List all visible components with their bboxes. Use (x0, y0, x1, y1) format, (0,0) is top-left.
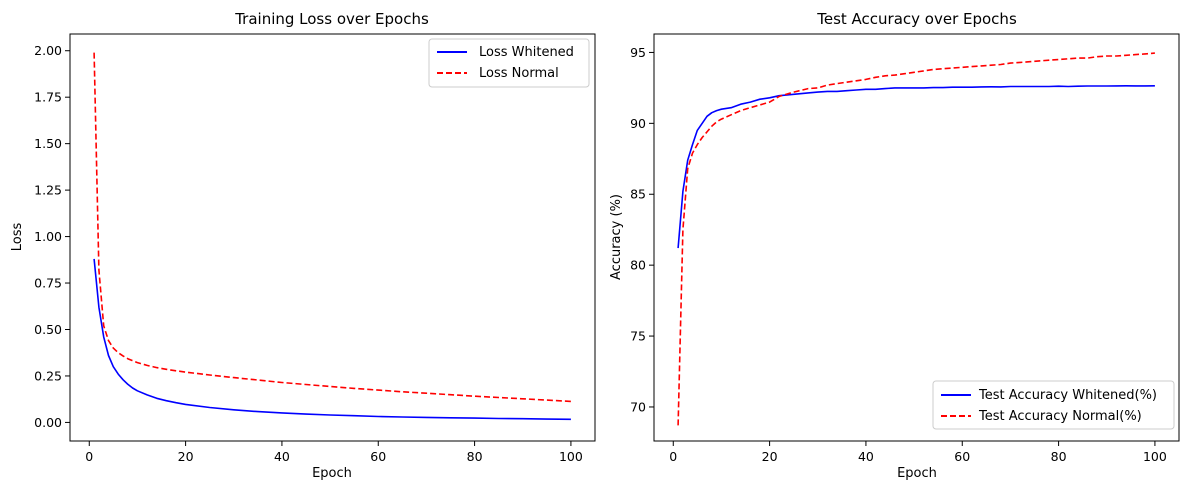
loss-legend-box (428, 38, 590, 88)
loss-x-tick-label: 100 (559, 449, 583, 464)
legend-label-accuracy-normal: Test Accuracy Normal(%) (978, 409, 1142, 424)
accuracy-y-tick-label: 90 (630, 116, 646, 131)
accuracy-chart: Test Accuracy over Epochs Epoch Accuracy… (609, 10, 1180, 481)
accuracy-y-tick-label: 85 (630, 187, 646, 202)
loss-y-tick-label: 0.00 (34, 415, 62, 430)
accuracy-x-tick-label: 20 (762, 449, 778, 464)
accuracy-x-tick-label: 0 (669, 449, 677, 464)
series-line-test-accuracy-normal (677, 52, 1155, 426)
accuracy-chart-title: Test Accuracy over Epochs (816, 10, 1017, 28)
series-line-test-accuracy-whitened (677, 85, 1155, 249)
loss-x-tick-label: 80 (467, 449, 483, 464)
loss-y-tick-label: 1.00 (34, 229, 62, 244)
accuracy-y-tick-label: 75 (630, 329, 646, 344)
loss-y-tick-label: 1.25 (34, 183, 62, 198)
accuracy-plot-frame (653, 33, 1180, 442)
legend-label-accuracy-whitened: Test Accuracy Whitened(%) (978, 388, 1157, 403)
accuracy-y-tick-label: 95 (630, 45, 646, 60)
loss-y-tick-label: 0.75 (34, 276, 62, 291)
accuracy-x-axis-label: Epoch (897, 466, 937, 481)
series-line-loss-normal (93, 52, 571, 403)
accuracy-legend-box (932, 380, 1175, 430)
accuracy-ticks: 0 20 40 60 80 100 70 75 80 85 90 95 (630, 45, 1167, 464)
accuracy-y-tick-label: 70 (630, 399, 646, 414)
accuracy-y-axis-label: Accuracy (%) (609, 194, 624, 280)
accuracy-x-tick-label: 40 (858, 449, 874, 464)
accuracy-y-tick-label: 80 (630, 258, 646, 273)
accuracy-x-tick-label: 100 (1143, 449, 1167, 464)
loss-plot-frame (69, 33, 596, 442)
loss-x-tick-label: 60 (370, 449, 386, 464)
loss-legend: Loss Whitened Loss Normal (428, 38, 590, 88)
loss-x-tick-label: 40 (274, 449, 290, 464)
loss-y-tick-label: 0.25 (34, 368, 62, 383)
accuracy-x-tick-label: 80 (1051, 449, 1067, 464)
loss-y-axis-label: Loss (10, 223, 25, 252)
loss-plot-area (93, 52, 571, 421)
loss-x-tick-label: 0 (85, 449, 93, 464)
loss-y-tick-label: 0.50 (34, 322, 62, 337)
legend-label-loss-normal: Loss Normal (479, 66, 559, 81)
accuracy-plot-area (677, 52, 1155, 426)
loss-x-tick-label: 20 (178, 449, 194, 464)
legend-label-loss-whitened: Loss Whitened (479, 45, 574, 60)
loss-chart: Training Loss over Epochs Epoch Loss 0 20… (10, 10, 596, 481)
accuracy-legend: Test Accuracy Whitened(%) Test Accuracy … (932, 380, 1175, 430)
loss-y-tick-label: 1.75 (34, 90, 62, 105)
series-line-loss-whitened (93, 258, 571, 421)
loss-x-axis-label: Epoch (312, 466, 352, 481)
loss-chart-title: Training Loss over Epochs (234, 10, 429, 28)
loss-ticks: 0 20 40 60 80 100 0.00 0.25 0.50 0.75 1.00 1.25 1.50… (34, 43, 583, 464)
loss-y-tick-label: 1.50 (34, 136, 62, 151)
accuracy-x-tick-label: 60 (954, 449, 970, 464)
loss-y-tick-label: 2.00 (34, 43, 62, 58)
